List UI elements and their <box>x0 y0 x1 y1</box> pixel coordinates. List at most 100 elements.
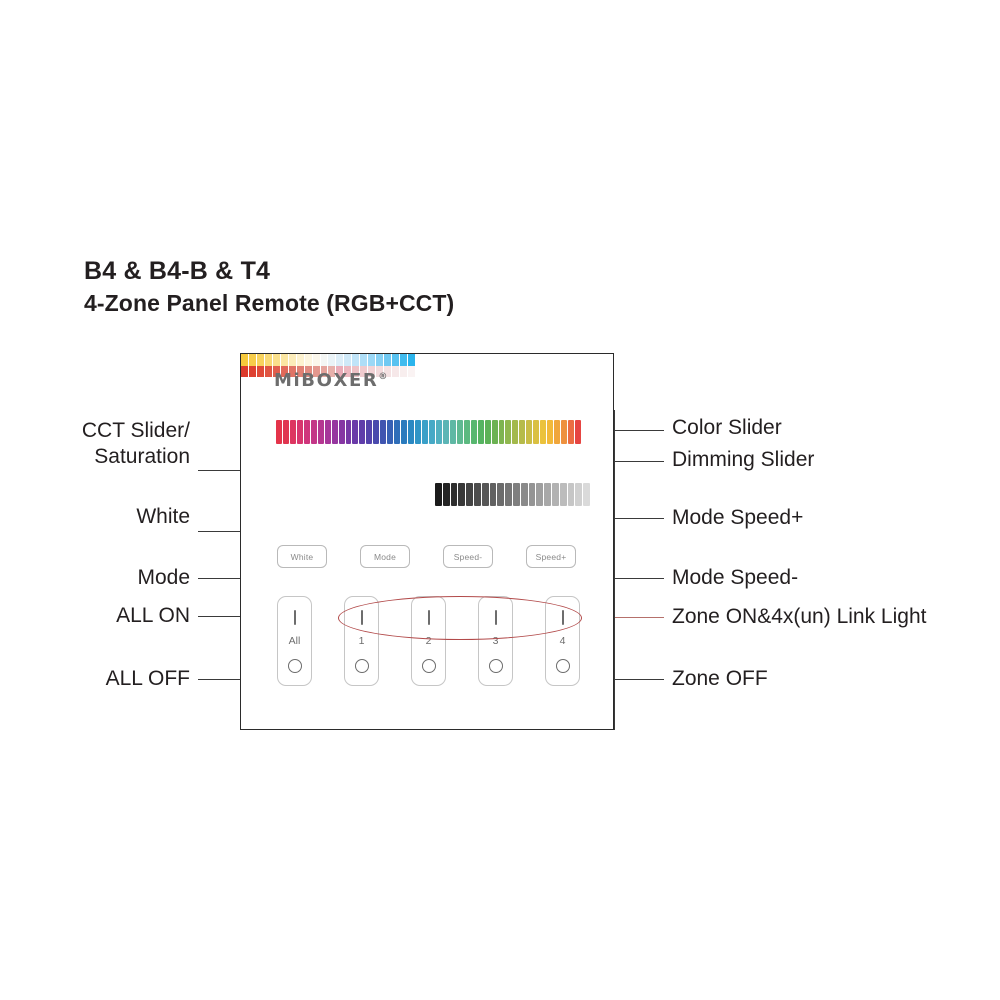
cct-slider-bottom-segment[interactable] <box>296 365 304 377</box>
cct-slider-bottom-segment[interactable] <box>288 365 296 377</box>
dimming-slider-segment[interactable] <box>551 483 559 506</box>
zone-button-all[interactable]: All <box>277 596 312 686</box>
color-slider-segment[interactable] <box>394 420 401 444</box>
color-slider-segment[interactable] <box>533 420 540 444</box>
color-slider-segment[interactable] <box>345 420 352 444</box>
color-slider-segment[interactable] <box>470 420 477 444</box>
color-slider-segment[interactable] <box>449 420 456 444</box>
power-off-circle-icon[interactable] <box>354 659 369 673</box>
color-slider-segment[interactable] <box>456 420 463 444</box>
dimming-slider-segment[interactable] <box>458 483 466 506</box>
color-slider-segment[interactable] <box>568 420 574 444</box>
color-slider-segment[interactable] <box>338 420 345 444</box>
power-off-circle-icon[interactable] <box>287 659 302 673</box>
color-slider-segment[interactable] <box>561 420 568 444</box>
cct-slider-top-segment[interactable] <box>248 354 256 366</box>
color-slider-segment[interactable] <box>317 420 324 444</box>
color-slider-segment[interactable] <box>408 420 415 444</box>
dimming-slider-segment[interactable] <box>473 483 481 506</box>
color-slider-segment[interactable] <box>352 420 359 444</box>
color-slider-segment[interactable] <box>574 420 581 444</box>
color-slider-segment[interactable] <box>373 420 380 444</box>
cct-slider-top-segment[interactable] <box>336 354 344 366</box>
color-slider-segment[interactable] <box>289 420 296 444</box>
color-slider-segment[interactable] <box>296 420 303 444</box>
cct-slider-bottom-segment[interactable] <box>312 365 320 377</box>
cct-slider-top-segment[interactable] <box>328 354 336 366</box>
cct-saturation-slider-strip[interactable] <box>241 354 416 377</box>
cct-slider-top-segment[interactable] <box>392 354 400 366</box>
cct-slider-top-segment[interactable] <box>264 354 272 366</box>
cct-slider-bottom-segment[interactable] <box>248 365 256 377</box>
cct-slider-bottom-segment[interactable] <box>336 365 344 377</box>
color-slider-segment[interactable] <box>282 420 289 444</box>
cct-slider-top-segment[interactable] <box>384 354 392 366</box>
cct-slider-bottom-segment[interactable] <box>392 365 400 377</box>
zone-button-3[interactable]: 3 <box>478 596 513 686</box>
cct-slider-bottom-segment[interactable] <box>408 365 415 377</box>
cct-slider-top-segment[interactable] <box>376 354 384 366</box>
color-slider-strip[interactable] <box>276 420 581 444</box>
cct-slider-bottom-segment[interactable] <box>256 365 264 377</box>
speed-minus-button[interactable]: Speed- <box>443 545 493 568</box>
color-slider-segment[interactable] <box>428 420 435 444</box>
dimming-slider-segment[interactable] <box>512 483 520 506</box>
dimming-slider-segment[interactable] <box>497 483 505 506</box>
cct-slider-bottom-segment[interactable] <box>352 365 360 377</box>
dimming-slider-segment[interactable] <box>450 483 458 506</box>
dimming-slider-segment[interactable] <box>489 483 497 506</box>
cct-slider-bottom-segment[interactable] <box>400 365 408 377</box>
color-slider-segment[interactable] <box>435 420 442 444</box>
dimming-slider-segment[interactable] <box>466 483 473 506</box>
dimming-slider-segment[interactable] <box>528 483 536 506</box>
white-button[interactable]: White <box>277 545 327 568</box>
cct-slider-top-segment[interactable] <box>312 354 320 366</box>
cct-slider-top-segment[interactable] <box>400 354 408 366</box>
color-slider-segment[interactable] <box>380 420 387 444</box>
cct-slider-bottom-segment[interactable] <box>304 365 312 377</box>
cct-slider-bottom-segment[interactable] <box>360 365 368 377</box>
cct-slider-bottom-segment[interactable] <box>384 365 392 377</box>
power-on-bar-icon[interactable] <box>293 610 296 625</box>
dimming-slider-strip[interactable] <box>435 483 590 506</box>
cct-slider-top-segment[interactable] <box>352 354 360 366</box>
cct-slider-bottom-segment[interactable] <box>320 365 328 377</box>
dimming-slider-segment[interactable] <box>575 483 583 506</box>
cct-slider-top-segment[interactable] <box>296 354 304 366</box>
cct-slider-top-segment[interactable] <box>344 354 352 366</box>
color-slider-segment[interactable] <box>484 420 491 444</box>
cct-slider-top-segment[interactable] <box>320 354 328 366</box>
dimming-slider-segment[interactable] <box>435 483 442 506</box>
color-slider-segment[interactable] <box>554 420 561 444</box>
color-slider-segment[interactable] <box>442 420 449 444</box>
color-slider-segment[interactable] <box>366 420 373 444</box>
cct-slider-top-segment[interactable] <box>256 354 264 366</box>
color-slider-segment[interactable] <box>331 420 338 444</box>
dimming-slider-segment[interactable] <box>505 483 512 506</box>
cct-slider-top-segment[interactable] <box>280 354 288 366</box>
cct-slider-top-segment[interactable] <box>241 354 248 366</box>
speed-plus-button[interactable]: Speed+ <box>526 545 576 568</box>
color-slider-segment[interactable] <box>491 420 498 444</box>
dimming-slider-segment[interactable] <box>520 483 528 506</box>
dimming-slider-segment[interactable] <box>559 483 567 506</box>
dimming-slider-segment[interactable] <box>583 483 590 506</box>
mode-button[interactable]: Mode <box>360 545 410 568</box>
color-slider-segment[interactable] <box>540 420 547 444</box>
cct-slider-bottom-segment[interactable] <box>272 365 280 377</box>
dimming-slider-segment[interactable] <box>481 483 489 506</box>
power-off-circle-icon[interactable] <box>421 659 436 673</box>
power-on-bar-icon[interactable] <box>494 610 497 625</box>
zone-button-1[interactable]: 1 <box>344 596 379 686</box>
color-slider-segment[interactable] <box>498 420 505 444</box>
cct-slider-top-segment[interactable] <box>288 354 296 366</box>
color-slider-segment[interactable] <box>526 420 533 444</box>
color-slider-segment[interactable] <box>547 420 554 444</box>
color-slider-segment[interactable] <box>415 420 422 444</box>
cct-slider-top-segment[interactable] <box>368 354 376 366</box>
cct-slider-bottom-segment[interactable] <box>368 365 376 377</box>
cct-slider-bottom-segment[interactable] <box>376 365 384 377</box>
dimming-slider-segment[interactable] <box>544 483 551 506</box>
color-slider-segment[interactable] <box>512 420 519 444</box>
power-on-bar-icon[interactable] <box>360 610 363 625</box>
